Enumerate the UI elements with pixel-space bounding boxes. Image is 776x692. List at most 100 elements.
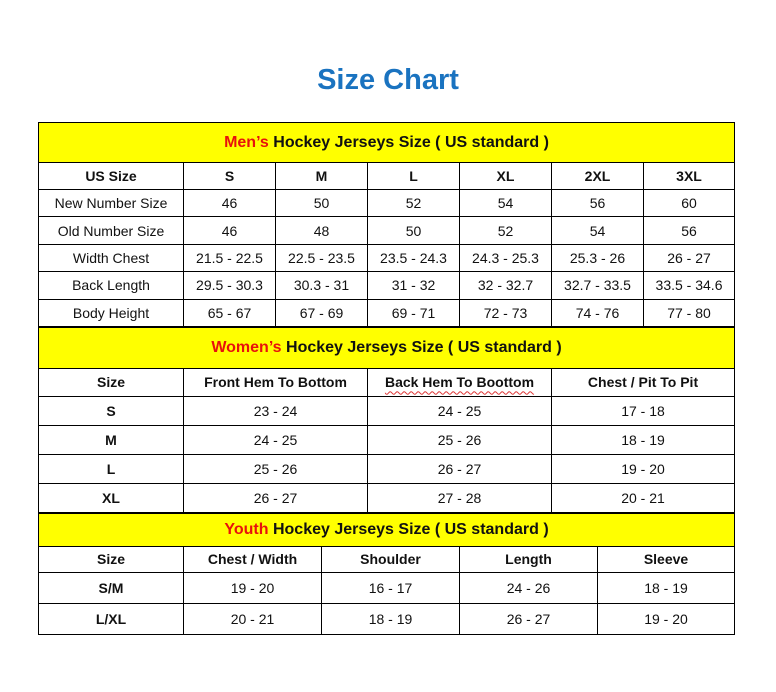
row-label: XL: [38, 482, 184, 513]
table-cell: 74 - 76: [551, 298, 644, 327]
table-cell: 56: [642, 216, 736, 245]
row-label: Width Chest: [38, 243, 184, 273]
table-cell: 56: [551, 188, 644, 218]
column-header: 2XL: [551, 162, 644, 190]
table-cell: 54: [459, 188, 552, 218]
table-cell: 18 - 19: [596, 571, 736, 604]
row-label: Body Height: [38, 298, 184, 327]
table-row: Body Height 65 - 67 67 - 69 69 - 71 72 - 73 7…: [38, 298, 736, 327]
table-cell: 30.3 - 31: [275, 271, 368, 300]
table-cell: 77 - 80: [642, 298, 736, 327]
column-header: Size: [38, 545, 184, 573]
table-cell: 46: [183, 188, 276, 218]
table-cell: 60: [642, 188, 736, 218]
table-cell: 52: [459, 216, 552, 245]
table-cell: 22.5 - 23.5: [275, 243, 368, 273]
youth-column-header-row: Size Chest / Width Shoulder Length Sleeve: [38, 545, 736, 573]
women-heading-text: Hockey Jerseys Size ( US standard ): [281, 338, 562, 356]
women-column-header-row: Size Front Hem To Bottom Back Hem To Boott…: [38, 367, 736, 397]
table-row: S/M 19 - 20 16 - 17 24 - 26 18 - 19: [38, 571, 736, 604]
size-chart: Men’s Hockey Jerseys Size ( US standard …: [37, 122, 736, 635]
column-header: M: [275, 162, 368, 190]
column-header: Chest / Width: [183, 545, 322, 573]
table-cell: 50: [367, 216, 460, 245]
column-header: Back Hem To Boottom: [367, 367, 552, 397]
row-label: L: [38, 453, 184, 484]
table-cell: 19 - 20: [550, 453, 736, 484]
table-row: Old Number Size 46 48 50 52 54 56: [38, 216, 736, 245]
table-row: S 23 - 24 24 - 25 17 - 18: [38, 395, 736, 426]
women-size-table: Women’s Hockey Jerseys Size ( US standar…: [37, 326, 736, 513]
table-cell: 18 - 19: [321, 602, 460, 635]
women-heading-accent: Women’s: [211, 338, 282, 356]
row-label: Back Length: [38, 271, 184, 300]
table-cell: 24.3 - 25.3: [459, 243, 552, 273]
row-label: M: [38, 424, 184, 455]
men-section-heading: Men’s Hockey Jerseys Size ( US standard …: [37, 122, 736, 163]
table-cell: 25 - 26: [183, 453, 368, 484]
table-cell: 27 - 28: [367, 482, 552, 513]
table-cell: 26 - 27: [642, 243, 736, 273]
table-cell: 32 - 32.7: [459, 271, 552, 300]
table-cell: 24 - 26: [459, 571, 598, 604]
row-label: S: [38, 395, 184, 426]
table-cell: 31 - 32: [367, 271, 460, 300]
table-cell: 67 - 69: [275, 298, 368, 327]
youth-heading-accent: Youth: [224, 520, 269, 538]
table-row: L/XL 20 - 21 18 - 19 26 - 27 19 - 20: [38, 602, 736, 635]
table-cell: 69 - 71: [367, 298, 460, 327]
table-row: New Number Size 46 50 52 54 56 60: [38, 188, 736, 218]
youth-section-heading: Youth Hockey Jerseys Size ( US standard …: [37, 512, 736, 547]
men-heading-accent: Men’s: [224, 133, 269, 151]
table-cell: 25.3 - 26: [551, 243, 644, 273]
column-header: Shoulder: [321, 545, 460, 573]
table-cell: 19 - 20: [183, 571, 322, 604]
table-cell: 54: [551, 216, 644, 245]
table-cell: 25 - 26: [367, 424, 552, 455]
row-label: L/XL: [38, 602, 184, 635]
row-label: New Number Size: [38, 188, 184, 218]
youth-heading-text: Hockey Jerseys Size ( US standard ): [268, 520, 549, 538]
men-heading-text: Hockey Jerseys Size ( US standard ): [268, 133, 549, 151]
table-cell: 26 - 27: [367, 453, 552, 484]
table-cell: 33.5 - 34.6: [642, 271, 736, 300]
table-row: L 25 - 26 26 - 27 19 - 20: [38, 453, 736, 484]
table-cell: 24 - 25: [367, 395, 552, 426]
table-cell: 21.5 - 22.5: [183, 243, 276, 273]
table-cell: 50: [275, 188, 368, 218]
table-cell: 26 - 27: [183, 482, 368, 513]
column-header: Front Hem To Bottom: [183, 367, 368, 397]
table-cell: 65 - 67: [183, 298, 276, 327]
men-size-table: Men’s Hockey Jerseys Size ( US standard …: [37, 122, 736, 327]
column-header: L: [367, 162, 460, 190]
table-cell: 52: [367, 188, 460, 218]
men-column-header-row: US Size S M L XL 2XL 3XL: [38, 162, 736, 190]
row-label: Old Number Size: [38, 216, 184, 245]
column-header: US Size: [38, 162, 184, 190]
column-header: Sleeve: [596, 545, 736, 573]
table-cell: 23 - 24: [183, 395, 368, 426]
column-header: Size: [38, 367, 184, 397]
column-header: 3XL: [642, 162, 736, 190]
row-label: S/M: [38, 571, 184, 604]
table-cell: 23.5 - 24.3: [367, 243, 460, 273]
page-title: Size Chart: [317, 64, 459, 96]
column-header: Length: [459, 545, 598, 573]
table-cell: 19 - 20: [596, 602, 736, 635]
women-section-heading: Women’s Hockey Jerseys Size ( US standar…: [37, 326, 736, 369]
column-header: S: [183, 162, 276, 190]
table-cell: 26 - 27: [459, 602, 598, 635]
table-cell: 46: [183, 216, 276, 245]
youth-size-table: Youth Hockey Jerseys Size ( US standard …: [37, 512, 736, 635]
table-cell: 48: [275, 216, 368, 245]
table-cell: 18 - 19: [550, 424, 736, 455]
table-cell: 20 - 21: [183, 602, 322, 635]
table-cell: 29.5 - 30.3: [183, 271, 276, 300]
table-row: M 24 - 25 25 - 26 18 - 19: [38, 424, 736, 455]
table-row: Back Length 29.5 - 30.3 30.3 - 31 31 - 32 32…: [38, 271, 736, 300]
table-cell: 17 - 18: [550, 395, 736, 426]
table-row: Width Chest 21.5 - 22.5 22.5 - 23.5 23.5 - …: [38, 243, 736, 273]
column-header: Chest / Pit To Pit: [550, 367, 736, 397]
table-cell: 32.7 - 33.5: [551, 271, 644, 300]
table-cell: 72 - 73: [459, 298, 552, 327]
